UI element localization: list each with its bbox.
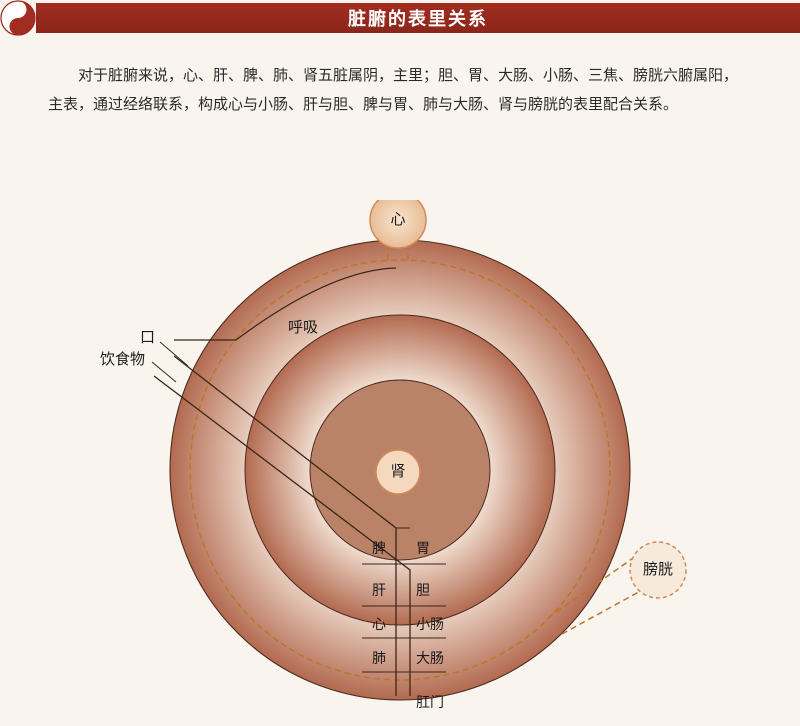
col-dan: 胆 bbox=[416, 580, 430, 600]
kidney-label: 肾 bbox=[390, 463, 405, 480]
col-gan: 肝 bbox=[372, 580, 386, 600]
bladder-label: 膀胱 bbox=[643, 561, 673, 578]
col-dachang: 大肠 bbox=[416, 648, 444, 668]
organ-diagram: 心 肾 膀胱 口 饮食物 呼吸 脾 胃 肝 胆 心 小肠 肺 大肠 肛门 bbox=[0, 200, 800, 726]
intro-paragraph: 对于脏腑来说，心、肝、脾、肺、肾五脏属阴，主里；胆、胃、大肠、小肠、三焦、膀胱六… bbox=[0, 36, 800, 129]
col-wei: 胃 bbox=[416, 538, 430, 558]
yinshiwu-lead bbox=[152, 362, 176, 382]
heart-label: 心 bbox=[390, 211, 405, 228]
yinyang-icon bbox=[0, 0, 36, 36]
page-title: 脏腑的表里关系 bbox=[36, 3, 800, 33]
col-fei: 肺 bbox=[372, 648, 386, 668]
label-yinshiwu: 饮食物 bbox=[100, 348, 145, 369]
col-gangmen: 肛门 bbox=[416, 692, 444, 712]
label-huxi: 呼吸 bbox=[288, 316, 318, 337]
label-kou: 口 bbox=[140, 326, 155, 347]
col-xiaochang: 小肠 bbox=[416, 614, 444, 634]
kou-lead bbox=[160, 342, 188, 366]
col-xin: 心 bbox=[372, 614, 386, 634]
col-pi: 脾 bbox=[372, 538, 386, 558]
